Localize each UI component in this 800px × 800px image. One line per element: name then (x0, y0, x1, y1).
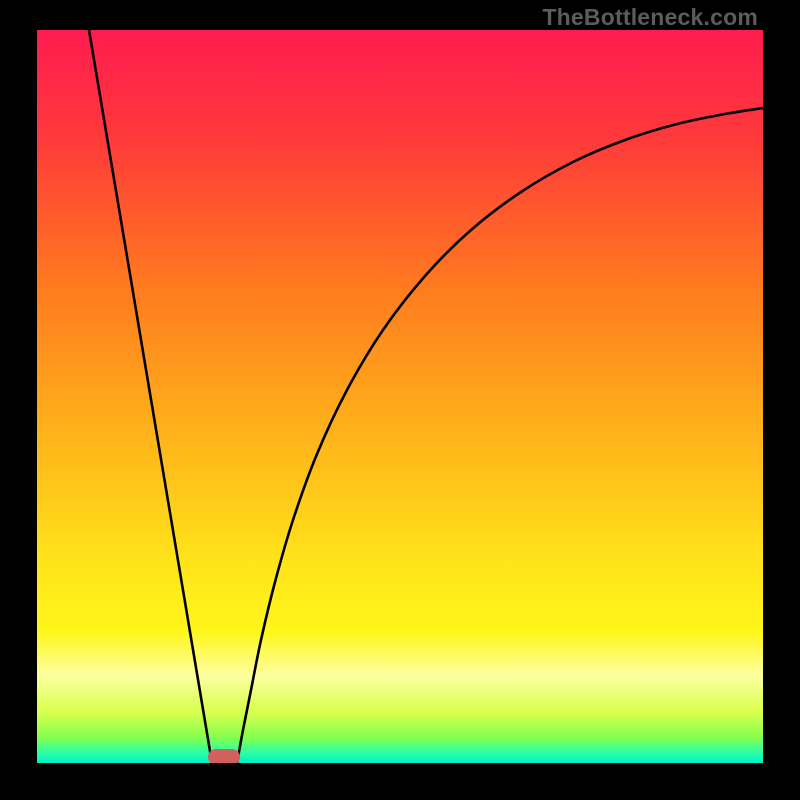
chart-frame: TheBottleneck.com (0, 0, 800, 800)
watermark-text: TheBottleneck.com (542, 4, 758, 31)
curve-left-branch (89, 30, 212, 763)
curve-right-branch (237, 108, 763, 763)
bottleneck-curve (37, 30, 763, 763)
optimal-point-marker (208, 749, 240, 763)
plot-area (37, 30, 763, 763)
